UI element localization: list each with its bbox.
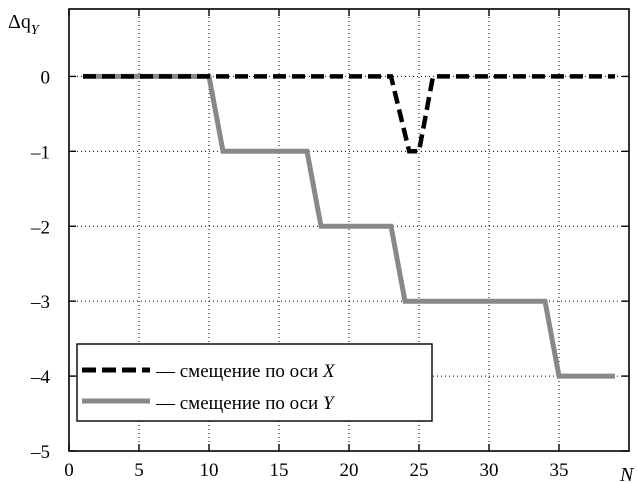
x-tick-label: 10 [200,460,219,481]
legend-box [76,343,433,422]
legend: — смещение по оси X — смещение по оси Y [76,343,433,422]
x-tick-label: 30 [480,460,499,481]
x-tick-label: 15 [270,460,289,481]
y-tick-label: –1 [30,142,50,163]
series-layer [83,73,615,379]
x-tick-label: 0 [64,460,74,481]
tick-labels: 0 5 10 15 20 25 30 35 0 –1 –2 –3 –4 –5 [30,67,569,481]
y-tick-label: 0 [41,67,51,88]
y-axis-title: ΔqY [8,11,41,38]
y-tick-label: –5 [30,442,50,463]
y-tick-label: –2 [30,217,50,238]
tick-marks [68,9,629,452]
legend-label-y: — смещение по оси Y [155,393,336,414]
y-tick-label: –3 [30,292,50,313]
x-tick-label: 5 [134,460,144,481]
x-tick-label: 25 [410,460,429,481]
series-line-y [83,73,615,379]
x-tick-label: 20 [340,460,359,481]
legend-label-x: — смещение по оси X [155,361,336,382]
series-line-x [83,74,615,154]
y-tick-label: –4 [30,367,51,388]
x-axis-title: N [619,464,635,483]
x-tick-label: 35 [550,460,569,481]
